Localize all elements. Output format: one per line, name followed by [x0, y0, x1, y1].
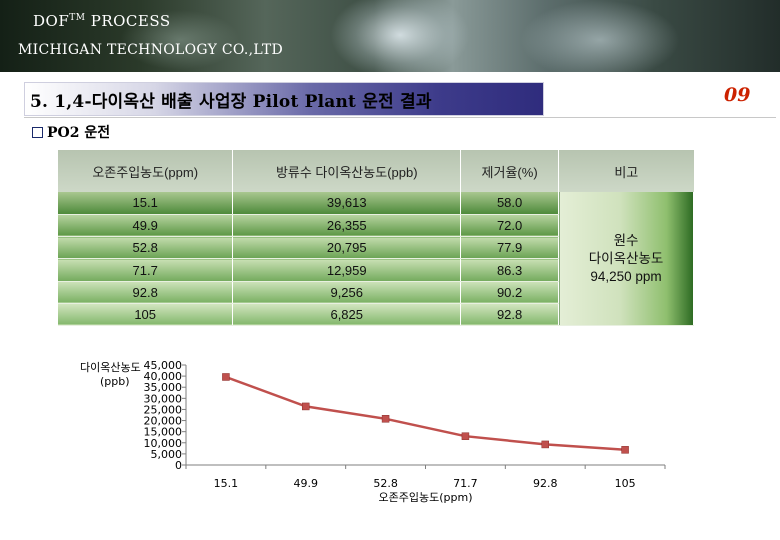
chart-x-tick-label: 71.7 [453, 477, 478, 490]
col-header-removal-rate: 제거율(%) [460, 150, 560, 192]
chart-y-tick-label: 45,000 [144, 359, 183, 372]
table-row: 71.7 12,959 86.3 [58, 258, 694, 282]
checkbox-bullet-icon [32, 127, 43, 138]
brand-title: DOFTM PROCESS [33, 12, 171, 30]
chart-data-point [381, 415, 390, 423]
chart-x-axis-label: 오존주입농도(ppm) [379, 491, 473, 504]
cell-ozone: 105 [58, 303, 234, 327]
banner-water-highlight [520, 0, 680, 72]
cell-dioxane: 9,256 [232, 281, 462, 304]
chart-x-tick-label: 49.9 [294, 477, 319, 490]
chart-y-tick-label: 20,000 [144, 415, 183, 428]
cell-ozone: 49.9 [58, 214, 234, 238]
cell-dioxane: 39,613 [232, 192, 462, 215]
chart-y-tick-label: 25,000 [144, 403, 183, 416]
cell-ozone: 92.8 [58, 281, 234, 304]
chart-y-tick-label: 15,000 [144, 426, 183, 439]
chart-series-line [225, 375, 626, 452]
header-banner: DOFTM PROCESS MICHIGAN TECHNOLOGY CO.,LT… [0, 0, 780, 72]
table-row: 105 6,825 92.8 [58, 303, 694, 327]
subheading-text: PO2 운전 [47, 125, 111, 141]
cell-removal: 90.2 [460, 281, 560, 304]
cell-removal: 72.0 [460, 214, 560, 238]
cell-removal: 58.0 [460, 192, 560, 215]
chart-y-tick-label: 40,000 [144, 370, 183, 383]
cell-remarks-raw-water: 원수 다이옥산농도 94,250 ppm [558, 192, 694, 327]
table-row: 52.8 20,795 77.9 [58, 236, 694, 260]
page-number: 09 [724, 84, 751, 106]
cell-removal: 77.9 [460, 236, 560, 260]
chart-x-tick-label: 105 [615, 477, 636, 490]
cell-dioxane: 6,825 [232, 303, 462, 327]
table-header-row: 오존주입농도(ppm) 방류수 다이옥산농도(ppb) 제거율(%) 비고 [58, 150, 694, 192]
cell-ozone: 52.8 [58, 236, 234, 260]
chart-data-point [621, 446, 629, 454]
cell-ozone: 71.7 [58, 258, 234, 282]
chart-y-tick-label: 35,000 [144, 381, 183, 394]
section-title-bar [24, 82, 544, 116]
cell-removal: 92.8 [460, 303, 560, 327]
cell-dioxane: 26,355 [232, 214, 462, 238]
banner-moss-highlight [120, 10, 240, 70]
chart-data-point [461, 432, 470, 440]
table-row: 49.9 26,355 72.0 [58, 214, 694, 238]
company-name: MICHIGAN TECHNOLOGY CO.,LTD [18, 42, 284, 58]
chart-x-tick-label: 15.1 [214, 477, 239, 490]
cell-dioxane: 20,795 [232, 236, 462, 260]
chart-data-point [222, 373, 230, 381]
col-header-remarks: 비고 [558, 150, 694, 192]
remarks-line-1: 원수 [613, 232, 639, 248]
col-header-ozone: 오존주입농도(ppm) [58, 150, 234, 192]
table-row: 15.1 39,613 58.0 원수 다이옥산농도 94,250 ppm [58, 192, 694, 327]
remarks-line-2: 다이옥산농도 [588, 250, 664, 266]
cell-dioxane: 12,959 [232, 258, 462, 282]
results-table: 오존주입농도(ppm) 방류수 다이옥산농도(ppb) 제거율(%) 비고 15… [58, 150, 694, 327]
cell-ozone: 15.1 [58, 192, 234, 215]
chart-y-tick-label: 0 [175, 459, 182, 472]
banner-waterfall-highlight [330, 0, 470, 72]
trademark-mark: TM [69, 13, 86, 23]
chart-ylabel-line1: 다이옥산농도 [80, 361, 141, 374]
chart-y-tick-label: 30,000 [144, 392, 183, 405]
col-header-effluent-dioxane: 방류수 다이옥산농도(ppb) [232, 150, 462, 192]
cell-removal: 86.3 [460, 258, 560, 282]
section-divider [24, 117, 776, 118]
chart-x-tick-label: 92.8 [533, 477, 558, 490]
section-title: 5. 1,4-다이옥산 배출 사업장 Pilot Plant 운전 결과 [30, 92, 432, 112]
chart-data-point [302, 402, 310, 411]
table-row: 92.8 9,256 90.2 [58, 281, 694, 304]
chart-ylabel-line2: (ppb) [100, 375, 130, 388]
subheading: PO2 운전 [32, 122, 110, 142]
chart-data-point [541, 440, 549, 449]
chart-y-tick-label: 5,000 [151, 448, 183, 461]
chart-x-tick-label: 52.8 [373, 477, 398, 490]
chart-y-tick-label: 10,000 [144, 437, 183, 450]
remarks-line-3: 94,250 ppm [590, 268, 662, 284]
